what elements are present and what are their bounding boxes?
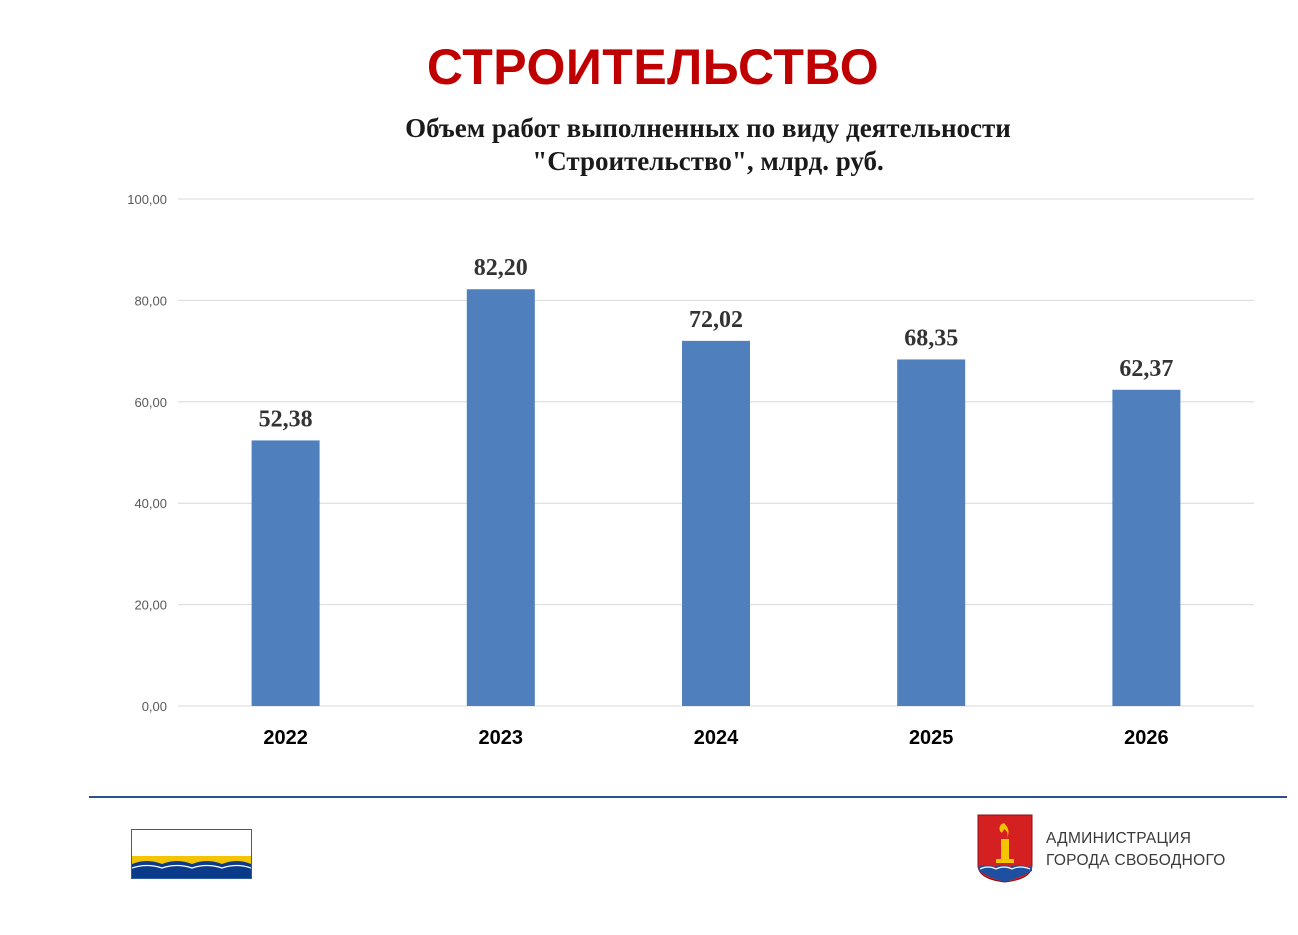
y-tick-label: 40,00	[134, 496, 167, 511]
y-tick-label: 80,00	[134, 293, 167, 308]
bar	[251, 440, 320, 706]
y-tick-label: 60,00	[134, 395, 167, 410]
data-label: 68,35	[904, 325, 958, 351]
x-tick-label: 2022	[263, 727, 308, 749]
data-label: 72,02	[689, 307, 743, 333]
y-tick-label: 100,00	[127, 192, 167, 207]
bar	[466, 289, 535, 706]
y-tick-label: 20,00	[134, 598, 167, 613]
x-tick-label: 2026	[1124, 727, 1169, 749]
page-title: СТРОИТЕЛЬСТВО	[426, 39, 880, 95]
admin-name-line-2: ГОРОДА СВОБОДНОГО	[1046, 852, 1226, 869]
coat-of-arms-icon	[976, 813, 1034, 883]
city-flag-icon	[131, 829, 252, 879]
x-tick-label: 2025	[909, 727, 954, 749]
footer-divider	[89, 796, 1287, 798]
chart-title: Объем работ выполненных по виду деятельн…	[258, 112, 1158, 178]
x-tick-label: 2024	[694, 727, 739, 749]
x-tick-label: 2023	[479, 727, 524, 749]
data-label: 52,38	[259, 406, 313, 432]
data-label: 62,37	[1119, 356, 1173, 382]
chart-title-line-2: "Строительство", млрд. руб.	[532, 146, 884, 176]
admin-name-line-1: АДМИНИСТРАЦИЯ	[1046, 830, 1192, 847]
bar-chart: 0,00 20,00 40,00 60,00 80,00 100,00 52,38 2022 8…	[127, 192, 1254, 749]
bar	[1112, 389, 1181, 706]
y-tick-label: 0,00	[142, 699, 167, 714]
data-label: 82,20	[474, 255, 528, 281]
bar	[897, 359, 966, 706]
admin-name: АДМИНИСТРАЦИЯ ГОРОДА СВОБОДНОГО	[1046, 828, 1226, 872]
chart-title-line-1: Объем работ выполненных по виду деятельн…	[405, 113, 1011, 143]
bar	[682, 340, 750, 706]
